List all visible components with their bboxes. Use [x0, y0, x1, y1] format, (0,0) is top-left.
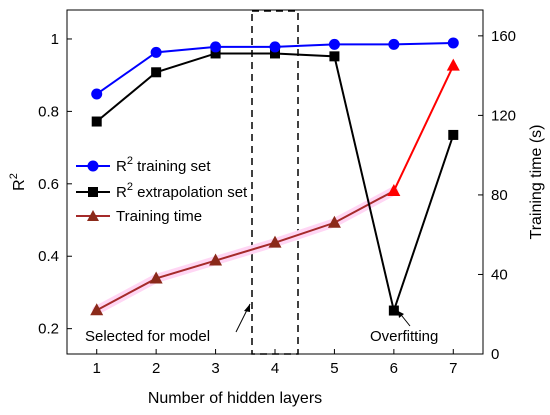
legend-item-training-time: Training time	[76, 208, 202, 225]
point-training-set-3	[210, 41, 222, 53]
point-training-time-1	[90, 303, 104, 316]
series-line-training-time	[96, 190, 395, 312]
selection-box	[251, 10, 299, 355]
y-left-tick-label: 0.4	[38, 248, 59, 265]
annotation-selected: Selected for model	[85, 303, 251, 345]
x-tick-label: 6	[390, 360, 398, 377]
x-tick-label: 2	[152, 360, 160, 377]
point-extrapolation-set-5	[329, 51, 340, 62]
point-training-time-7	[446, 58, 460, 71]
y-right-tick-label: 80	[491, 187, 508, 204]
svg-text:Overfitting: Overfitting	[370, 328, 438, 345]
point-extrapolation-set-4	[270, 48, 280, 59]
point-training-time-4	[268, 235, 282, 248]
legend-item-training-set: R2 training set	[76, 155, 211, 175]
x-tick-label: 3	[211, 360, 219, 377]
point-training-set-5	[328, 38, 340, 50]
x-tick-label: 1	[93, 360, 101, 377]
y-left-tick-label: 0.2	[38, 321, 59, 338]
y-right-tick-label: 160	[491, 28, 516, 45]
annotation-overfitting: Overfitting	[370, 310, 438, 345]
point-training-time-3	[209, 253, 223, 266]
point-training-time-2	[149, 271, 163, 284]
y-left-tick-label: 1	[51, 31, 59, 48]
x-tick-label: 4	[271, 360, 279, 377]
y-left-tick-label: 0.6	[38, 176, 59, 193]
y-right-tick-label: 40	[491, 266, 508, 283]
point-training-time-5	[327, 215, 341, 228]
svg-text:Selected for model: Selected for model	[85, 328, 210, 345]
point-training-set-2	[150, 46, 162, 58]
y-left-tick-label: 0.8	[38, 103, 59, 120]
point-training-set-4	[269, 41, 281, 53]
y-axis-right-label: Training time (s)	[528, 125, 545, 240]
y-right-tick-label: 0	[491, 346, 499, 363]
point-extrapolation-set-6	[388, 305, 399, 316]
y-axis-left-label: R2	[8, 173, 28, 191]
point-extrapolation-set-3	[210, 48, 221, 59]
y-right-tick-label: 120	[491, 107, 516, 124]
svg-text:R2 extrapolation set: R2 extrapolation set	[116, 181, 248, 201]
point-training-set-6	[388, 38, 400, 50]
point-training-time-6	[387, 183, 401, 196]
point-training-set-7	[447, 37, 459, 49]
point-extrapolation-set-7	[448, 129, 459, 140]
svg-text:Training time: Training time	[116, 208, 202, 225]
series-line-training-time-last	[392, 65, 455, 192]
x-axis-label: Number of hidden layers	[148, 390, 322, 407]
series-line-extrapolation-set	[96, 52, 455, 315]
point-extrapolation-set-2	[151, 67, 162, 78]
svg-text:R2 training set: R2 training set	[116, 155, 211, 175]
point-training-set-1	[91, 88, 103, 100]
legend: R2 training set R2 extrapolation set Tra…	[76, 155, 248, 225]
x-tick-label: 5	[330, 360, 338, 377]
point-extrapolation-set-1	[91, 116, 102, 127]
x-tick-label: 7	[449, 360, 457, 377]
legend-item-extrapolation-set: R2 extrapolation set	[76, 181, 248, 201]
